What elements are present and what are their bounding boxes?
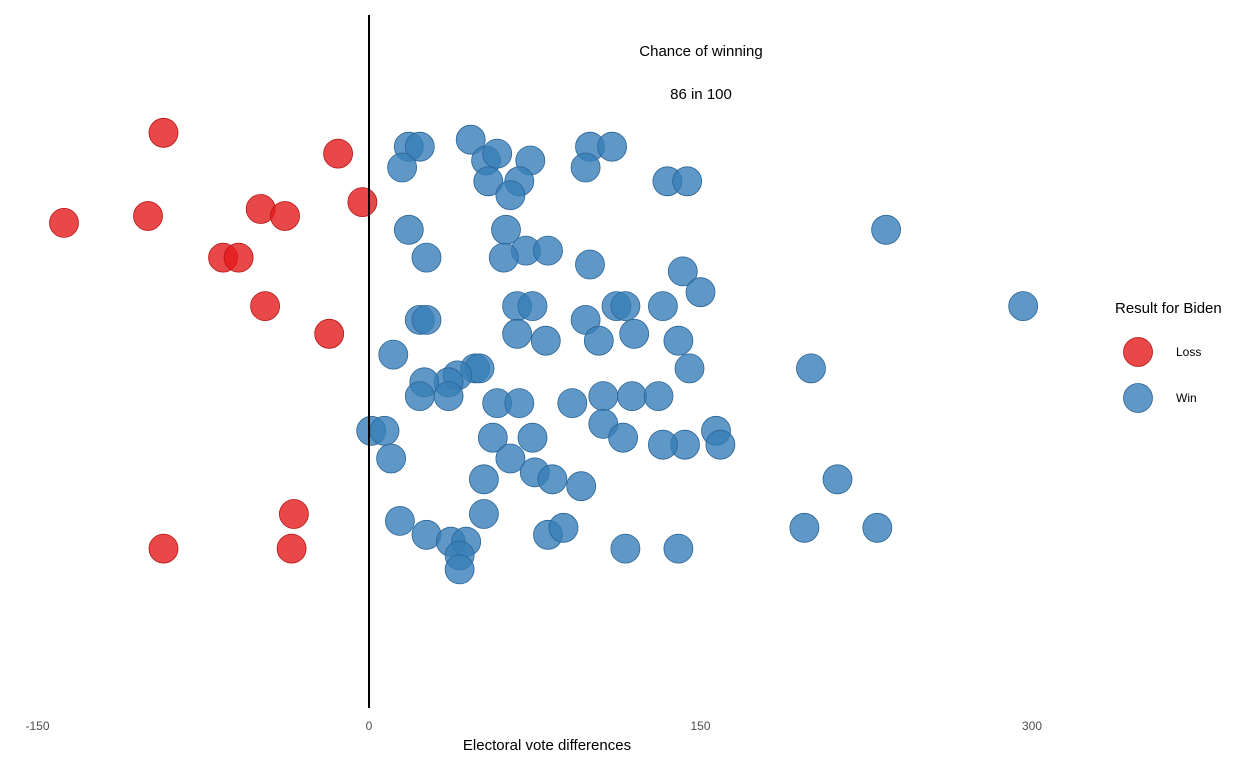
point-win-70 xyxy=(468,464,499,495)
point-win-81 xyxy=(610,533,641,564)
point-win-35 xyxy=(530,325,561,356)
point-win-21 xyxy=(488,242,519,273)
point-win-78 xyxy=(548,512,579,543)
point-win-13 xyxy=(672,166,703,197)
point-win-72 xyxy=(468,499,499,529)
point-win-80 xyxy=(862,512,893,543)
point-win-4 xyxy=(482,138,513,169)
point-win-7 xyxy=(597,131,627,162)
point-win-22 xyxy=(575,249,605,280)
point-win-34 xyxy=(502,318,532,349)
point-win-10 xyxy=(473,166,504,197)
point-win-48 xyxy=(433,381,464,412)
point-win-57 xyxy=(369,415,400,446)
point-win-66 xyxy=(495,443,526,474)
point-win-36 xyxy=(583,325,614,356)
point-win-18 xyxy=(411,242,442,273)
point-win-60 xyxy=(608,422,638,453)
point-win-64 xyxy=(705,429,736,460)
point-win-20 xyxy=(533,235,563,266)
legend-label-win: Win xyxy=(1176,391,1197,405)
point-win-24 xyxy=(685,277,716,308)
point-win-53 xyxy=(617,381,647,412)
point-win-79 xyxy=(789,512,820,543)
point-win-2 xyxy=(455,124,486,155)
point-win-9 xyxy=(570,152,601,183)
x-tick-label-3: 300 xyxy=(1022,719,1042,733)
legend-entries: Loss Win xyxy=(1123,337,1201,413)
point-win-26 xyxy=(517,291,548,322)
point-loss-6 xyxy=(270,201,300,231)
point-loss-13 xyxy=(148,533,179,564)
point-win-32 xyxy=(411,304,442,335)
point-win-23 xyxy=(667,256,698,287)
point-loss-3 xyxy=(49,207,79,238)
points-layer xyxy=(49,117,1039,585)
point-win-51 xyxy=(557,388,588,419)
point-win-15 xyxy=(393,214,424,245)
point-loss-8 xyxy=(223,242,254,273)
x-tick-label-2: 150 xyxy=(690,719,710,733)
legend-label-loss: Loss xyxy=(1176,345,1201,359)
point-win-63 xyxy=(648,429,678,460)
point-win-84 xyxy=(444,554,475,585)
point-win-8 xyxy=(387,152,418,183)
point-win-69 xyxy=(566,471,597,502)
point-win-14 xyxy=(495,180,526,211)
x-axis-ticks: -150 0 150 300 xyxy=(25,719,1042,733)
point-win-58 xyxy=(477,422,508,453)
point-win-71 xyxy=(822,464,853,495)
point-win-1 xyxy=(404,131,435,162)
x-tick-label-1: 0 xyxy=(366,719,373,733)
point-win-41 xyxy=(674,353,705,384)
point-win-30 xyxy=(1008,291,1039,322)
point-win-68 xyxy=(537,464,568,495)
point-win-50 xyxy=(504,388,535,419)
chance-of-winning-value: 86 in 100 xyxy=(670,86,732,103)
point-win-37 xyxy=(619,318,650,349)
legend-title: Result for Biden xyxy=(1115,300,1222,317)
point-win-47 xyxy=(404,381,435,412)
point-win-82 xyxy=(663,533,694,564)
point-win-40 xyxy=(796,353,826,384)
point-loss-11 xyxy=(278,499,309,529)
legend: Result for Biden Loss Win xyxy=(1115,300,1222,413)
point-win-73 xyxy=(384,506,415,536)
x-axis-title: Electoral vote differences xyxy=(463,737,631,754)
point-loss-9 xyxy=(250,291,281,322)
point-loss-4 xyxy=(133,201,163,231)
legend-swatch-win xyxy=(1123,383,1153,413)
point-win-54 xyxy=(643,381,674,412)
point-loss-2 xyxy=(347,187,378,218)
point-loss-10 xyxy=(314,318,345,349)
point-win-28 xyxy=(610,291,641,322)
x-tick-label-0: -150 xyxy=(25,719,49,733)
point-loss-1 xyxy=(323,138,354,169)
point-loss-12 xyxy=(276,533,307,564)
point-loss-0 xyxy=(148,117,179,148)
chance-of-winning-label: Chance of winning xyxy=(639,43,762,60)
legend-swatch-loss xyxy=(1123,337,1153,367)
point-win-59 xyxy=(517,422,548,453)
point-win-39 xyxy=(378,339,409,370)
point-win-38 xyxy=(663,325,694,356)
point-win-17 xyxy=(871,214,901,245)
point-win-52 xyxy=(588,381,619,412)
point-win-65 xyxy=(376,443,407,474)
point-win-29 xyxy=(648,291,678,322)
